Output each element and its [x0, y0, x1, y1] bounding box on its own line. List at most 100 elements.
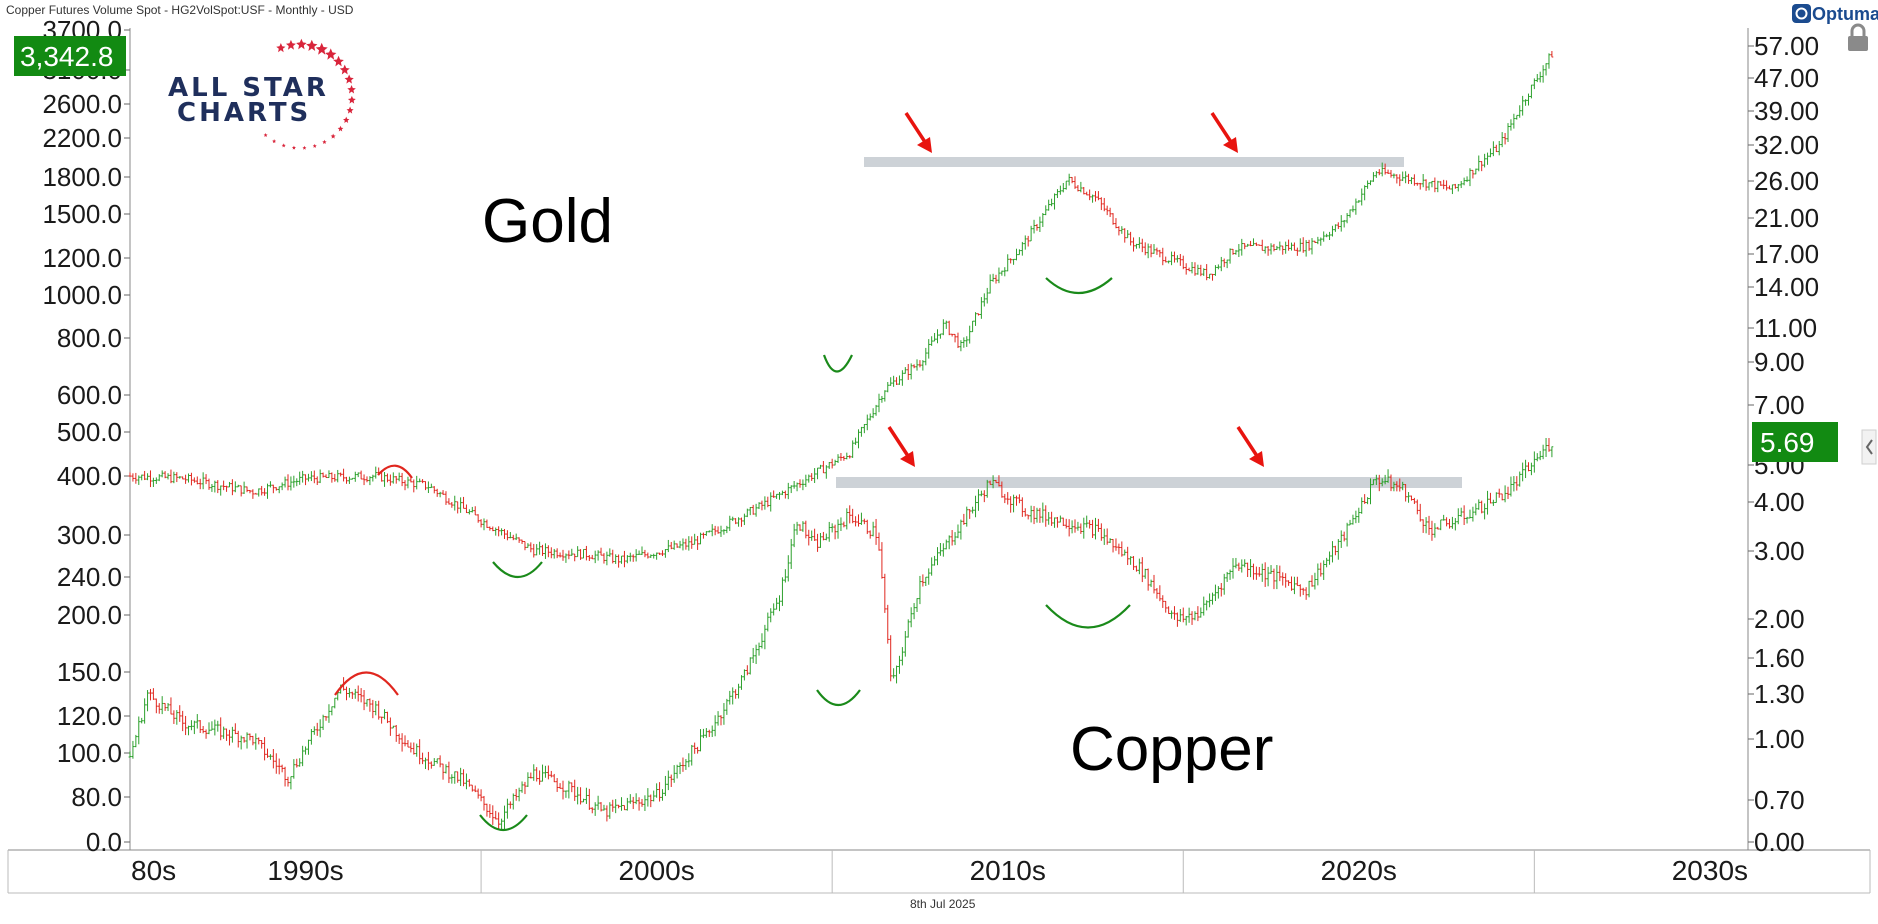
candle-up — [710, 725, 714, 737]
candle-up — [1550, 446, 1554, 458]
candle-up — [1137, 237, 1141, 249]
candle-down — [541, 544, 544, 556]
candle-down — [1026, 514, 1030, 520]
candle-up — [1392, 173, 1396, 179]
candle-down — [403, 480, 407, 491]
candle-up — [1456, 508, 1460, 525]
chevron-left-icon — [1865, 439, 1873, 455]
candle-down — [444, 491, 448, 505]
candle-down — [169, 697, 173, 715]
candle-up — [649, 554, 653, 558]
candle-up — [941, 319, 945, 336]
candle-up — [936, 547, 939, 566]
candle-up — [637, 550, 641, 555]
candle-down — [590, 554, 594, 560]
candle-up — [175, 710, 179, 725]
candle-down — [1097, 518, 1100, 532]
candle-down — [1336, 222, 1340, 230]
right-tick-label: 57.00 — [1754, 31, 1819, 61]
candle-down — [412, 479, 416, 493]
candle-down — [1272, 243, 1276, 252]
candle-up — [1012, 494, 1015, 513]
candle-up — [909, 363, 913, 380]
right-tick-label: 1.30 — [1754, 679, 1805, 709]
candle-up — [1357, 507, 1361, 523]
x-axis-grid — [480, 850, 1535, 893]
candle-up — [482, 518, 486, 531]
logo-star — [312, 143, 317, 148]
candle-up — [465, 773, 468, 790]
candle-up — [280, 482, 284, 491]
panel-collapse-handle[interactable] — [1861, 429, 1877, 465]
candle-down — [491, 526, 495, 532]
candle-down — [549, 547, 553, 559]
candle-up — [906, 619, 910, 638]
candle-up — [1143, 568, 1147, 579]
candle-down — [462, 496, 465, 509]
candle-up — [1524, 459, 1527, 479]
candle-up — [1345, 213, 1349, 224]
candle-down — [1310, 575, 1314, 587]
candle-up — [877, 393, 881, 413]
candle-up — [160, 470, 164, 478]
candle-up — [1506, 123, 1510, 142]
candle-up — [871, 521, 875, 537]
candle-up — [333, 697, 337, 709]
candle-down — [1132, 237, 1135, 252]
candle-up — [909, 607, 913, 628]
candle-up — [137, 716, 141, 745]
candle-up — [728, 690, 732, 705]
lock-icon[interactable] — [1848, 23, 1868, 51]
candle-down — [257, 737, 261, 745]
candle-down — [1480, 161, 1484, 172]
candle-up — [187, 725, 190, 736]
candle-down — [1430, 520, 1434, 541]
candle-up — [1167, 260, 1171, 264]
candle-up — [321, 714, 325, 730]
right-tick-label: 3.00 — [1754, 536, 1805, 566]
candle-up — [939, 333, 942, 339]
candle-up — [1222, 573, 1226, 595]
candle-down — [514, 788, 518, 801]
candle-up — [959, 340, 963, 352]
candle-up — [266, 483, 269, 499]
candle-down — [719, 715, 723, 726]
candle-up — [1067, 173, 1071, 186]
candle-up — [1006, 254, 1010, 272]
candle-down — [283, 766, 287, 787]
candle-up — [520, 781, 524, 793]
candle-down — [561, 549, 565, 561]
candle-down — [1038, 507, 1042, 523]
candle-up — [1023, 235, 1027, 250]
candle-down — [447, 498, 451, 505]
candle-up — [219, 485, 223, 496]
left-tick-label: 100.0 — [57, 738, 122, 768]
candle-up — [971, 506, 975, 514]
candle-up — [1146, 243, 1150, 259]
candle-up — [655, 783, 659, 798]
candle-up — [1331, 541, 1334, 563]
candle-down — [1550, 50, 1554, 58]
candle-down — [494, 810, 498, 820]
candle-down — [1257, 567, 1261, 577]
logo-star — [347, 85, 356, 94]
candle-up — [494, 527, 498, 536]
candle-down — [523, 781, 527, 795]
candle-down — [1319, 562, 1323, 577]
candle-down — [988, 480, 992, 485]
candle-up — [1047, 512, 1051, 525]
candle-down — [465, 504, 468, 514]
candle-up — [1530, 84, 1533, 99]
candle-down — [263, 737, 266, 761]
candle-up — [140, 474, 144, 481]
candle-up — [1307, 580, 1311, 598]
candle-down — [605, 805, 609, 822]
candle-down — [251, 489, 255, 499]
candle-up — [608, 548, 612, 557]
candle-down — [149, 688, 152, 701]
candle-up — [775, 597, 778, 610]
candle-up — [1530, 462, 1533, 476]
candle-up — [1366, 497, 1369, 505]
candle-up — [1547, 53, 1551, 69]
candle-down — [865, 519, 869, 535]
